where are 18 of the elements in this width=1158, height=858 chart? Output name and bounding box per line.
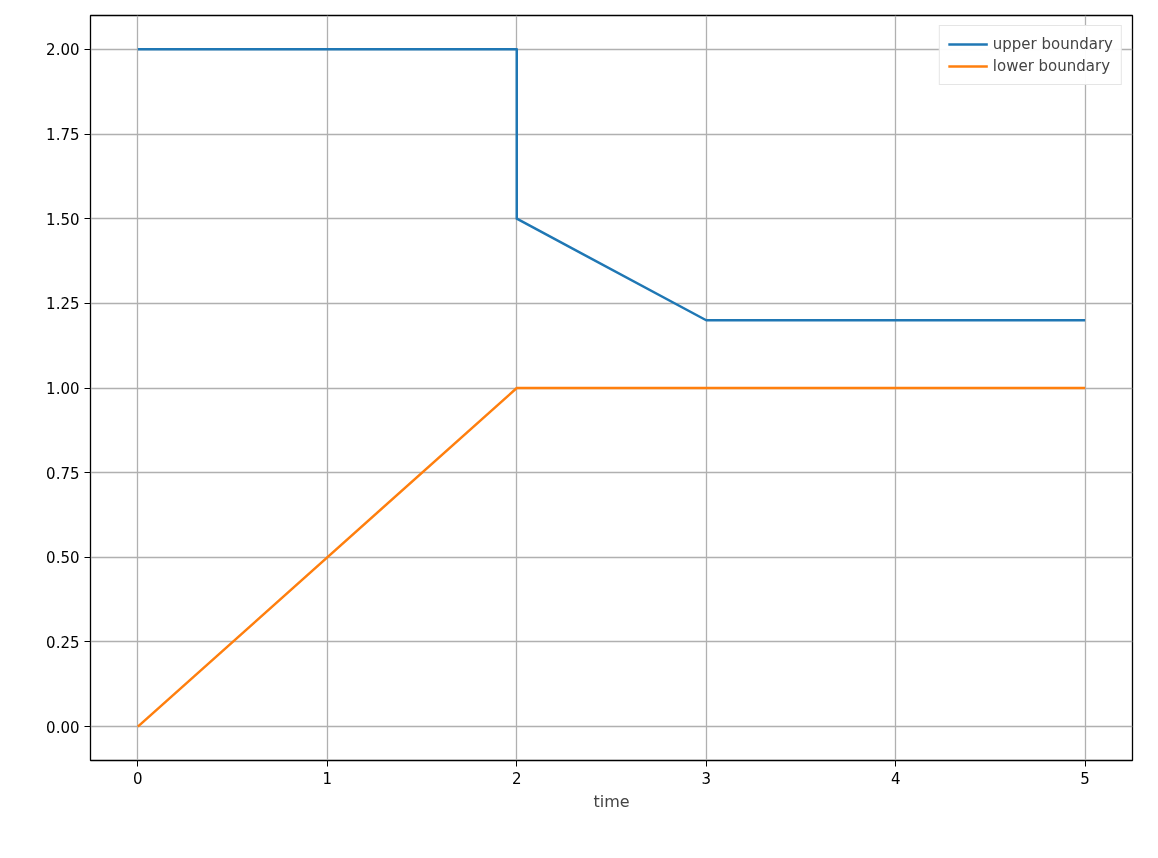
y-tick-label: 0.75 (46, 464, 80, 483)
y-tick-label: 2.00 (46, 41, 80, 60)
y-tick-label: 0.25 (46, 633, 80, 652)
x-tick-label: 1 (322, 769, 333, 788)
y-tick-label: 1.50 (46, 210, 80, 229)
x-tick-label: 0 (133, 769, 143, 788)
legend-label: lower boundary (992, 57, 1111, 75)
y-tick-label: 0.50 (46, 549, 80, 568)
x-tick-label: 4 (890, 769, 901, 788)
x-tick-label: 3 (701, 769, 711, 788)
x-tick-label: 5 (1080, 769, 1090, 788)
y-tick-label: 1.25 (46, 295, 80, 314)
x-tick-label: 2 (512, 769, 522, 788)
x-axis-title: time (593, 791, 630, 811)
y-tick-label: 1.00 (46, 380, 80, 398)
legend-label: upper boundary (992, 35, 1113, 53)
y-tick-label: 1.75 (46, 126, 80, 145)
y-tick-label: 0.00 (46, 718, 80, 737)
